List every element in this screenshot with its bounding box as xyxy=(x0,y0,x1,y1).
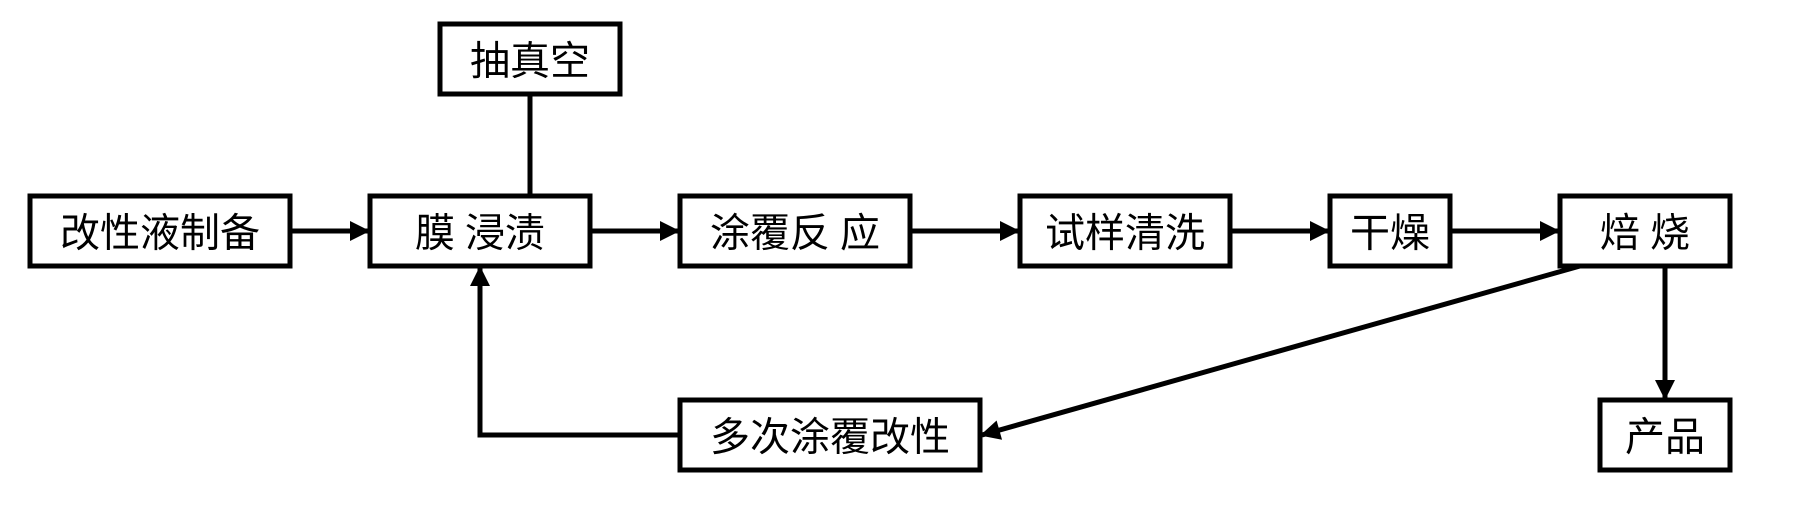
flow-node-wash: 试样清洗 xyxy=(1020,196,1230,266)
flow-node-fire: 焙 烧 xyxy=(1560,196,1730,266)
node-label: 产品 xyxy=(1625,415,1705,460)
node-label: 焙 烧 xyxy=(1600,211,1690,256)
node-label: 膜 浸渍 xyxy=(415,211,545,256)
flow-node-coat: 涂覆反 应 xyxy=(680,196,910,266)
flow-arrow xyxy=(480,268,680,435)
node-label: 抽真空 xyxy=(470,39,590,84)
node-label: 改性液制备 xyxy=(60,211,260,256)
flow-node-repeat: 多次涂覆改性 xyxy=(680,400,980,470)
flow-node-vacuum: 抽真空 xyxy=(440,24,620,94)
flow-node-dry: 干燥 xyxy=(1330,196,1450,266)
node-label: 涂覆反 应 xyxy=(710,211,880,256)
flow-node-soak: 膜 浸渍 xyxy=(370,196,590,266)
flow-node-product: 产品 xyxy=(1600,400,1730,470)
flow-node-prep: 改性液制备 xyxy=(30,196,290,266)
node-label: 试样清洗 xyxy=(1045,211,1205,256)
node-label: 干燥 xyxy=(1350,211,1430,256)
node-label: 多次涂覆改性 xyxy=(710,415,950,460)
flow-arrow xyxy=(982,266,1580,435)
nodes-group: 改性液制备 抽真空膜 浸渍 涂覆反 应 试样清洗 干燥 焙 烧多次涂覆改性 产品 xyxy=(30,24,1730,470)
